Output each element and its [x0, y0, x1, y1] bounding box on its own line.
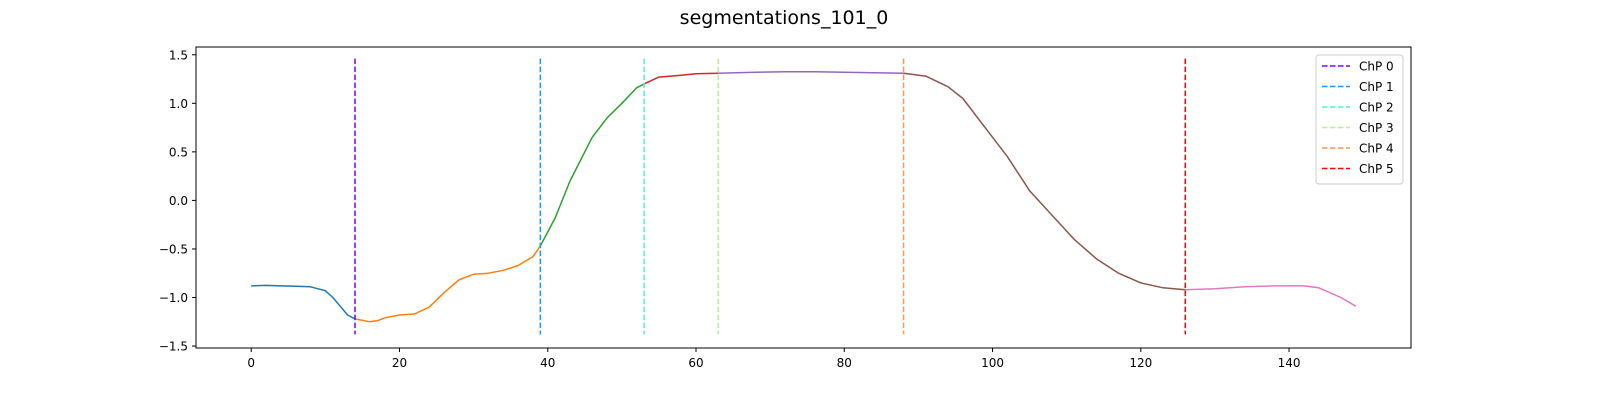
legend: ChP 0 ChP 1 ChP 2 ChP 3 ChP 4 ChP 5 [1315, 54, 1404, 185]
x-tick-label: 0 [247, 356, 255, 370]
series-line-3 [643, 72, 719, 85]
series-line-2 [539, 83, 645, 247]
legend-box [1315, 54, 1404, 185]
legend-label-1: ChP 1 [1359, 80, 1394, 94]
legend-label-3: ChP 3 [1359, 121, 1394, 135]
x-tick-label: 40 [540, 356, 555, 370]
plot-area [251, 58, 1357, 335]
y-tick-label: −1.5 [159, 340, 188, 354]
x-tick-label: 120 [1129, 356, 1152, 370]
y-tick-label: 1.0 [169, 97, 188, 111]
series-line-4 [718, 71, 904, 74]
y-tick-label: −0.5 [159, 242, 188, 256]
axes-frame [195, 46, 1412, 349]
x-tick-label: 80 [837, 356, 852, 370]
x-tick-label: 140 [1278, 356, 1301, 370]
series-line-6 [1185, 285, 1357, 307]
x-tick-label: 60 [688, 356, 703, 370]
series-line-1 [354, 245, 541, 323]
y-tick-label: 0.5 [169, 145, 188, 159]
legend-label-0: ChP 0 [1359, 60, 1394, 74]
legend-label-2: ChP 2 [1359, 101, 1394, 115]
x-tick-label: 100 [981, 356, 1004, 370]
x-tick-label: 20 [392, 356, 407, 370]
series-line-0 [251, 284, 356, 320]
legend-label-5: ChP 5 [1359, 162, 1394, 176]
axes: 0 20 40 60 80 100 120 140 −1.5 −1.0 −0.5 0.0 0.5 1.0 1… [159, 46, 1412, 370]
chart-title: segmentations_101_0 [680, 7, 889, 29]
y-tick-label: 0.0 [169, 194, 188, 208]
y-tick-label: 1.5 [169, 48, 188, 62]
y-tick-label: −1.0 [159, 291, 188, 305]
series-line-5 [903, 72, 1186, 291]
legend-label-4: ChP 4 [1359, 142, 1394, 156]
